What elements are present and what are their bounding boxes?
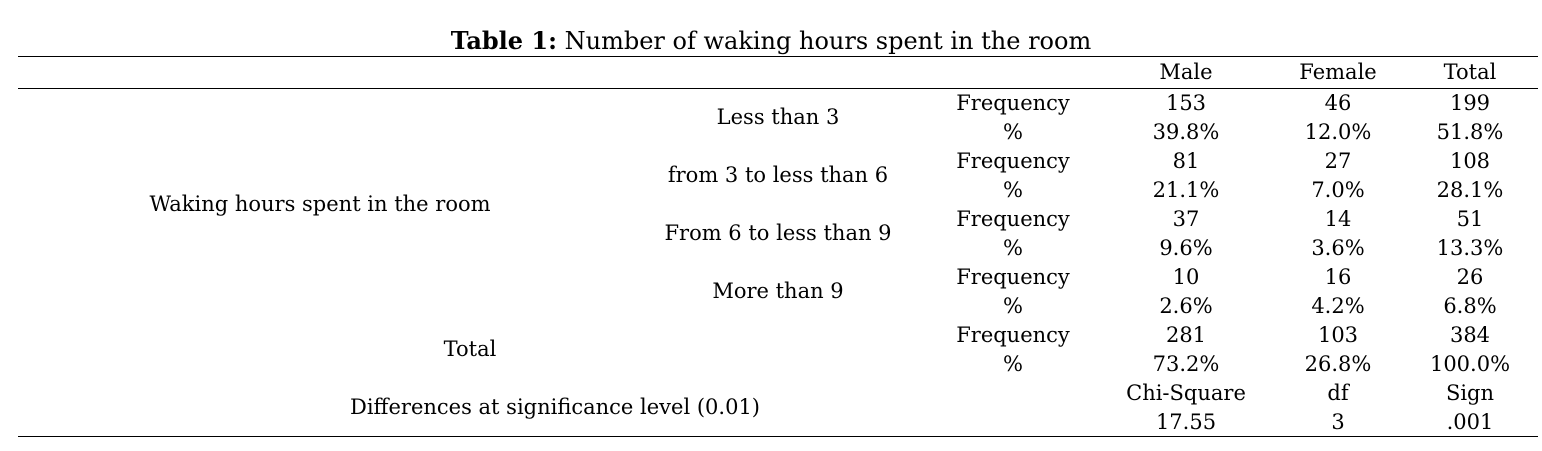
total-percent: 51.8% — [1436, 120, 1504, 144]
total-percent: 100.0% — [1429, 352, 1511, 376]
female-frequency: 14 — [1324, 207, 1352, 231]
header-rule — [18, 88, 1538, 89]
male-percent: 2.6% — [1159, 294, 1213, 318]
category-label: More than 9 — [712, 279, 844, 303]
male-percent: 21.1% — [1152, 178, 1220, 202]
column-header-total: Total — [1443, 60, 1497, 84]
category-label: From 6 to less than 9 — [664, 221, 892, 245]
female-percent: 4.2% — [1311, 294, 1365, 318]
stat-label-frequency: Frequency — [956, 207, 1070, 231]
category-label: from 3 to less than 6 — [667, 163, 889, 187]
total-percent: 6.8% — [1443, 294, 1497, 318]
column-header-female: Female — [1299, 60, 1377, 84]
stat-label-percent: % — [1003, 294, 1023, 318]
caption-text: Number of waking hours spent in the room — [564, 27, 1092, 55]
chi-square-header: Chi-Square — [1126, 381, 1246, 405]
bottom-rule — [18, 436, 1538, 437]
stat-label-percent: % — [1003, 120, 1023, 144]
table-caption: Table 1: Number of waking hours spent in… — [0, 26, 1542, 56]
caption-label: Table 1: — [450, 26, 557, 55]
sign-value: .001 — [1446, 410, 1494, 434]
stat-label-frequency: Frequency — [956, 91, 1070, 115]
male-percent: 39.8% — [1152, 120, 1220, 144]
top-rule — [18, 56, 1538, 57]
stat-label-percent: % — [1003, 236, 1023, 260]
column-header-male: Male — [1159, 60, 1213, 84]
female-percent: 7.0% — [1311, 178, 1365, 202]
male-percent: 9.6% — [1159, 236, 1213, 260]
total-frequency: 108 — [1449, 149, 1491, 173]
male-frequency: 153 — [1165, 91, 1207, 115]
female-frequency: 103 — [1317, 323, 1359, 347]
female-percent: 3.6% — [1311, 236, 1365, 260]
total-row-label: Total — [443, 337, 497, 361]
category-label: Less than 3 — [716, 105, 840, 129]
total-frequency: 384 — [1449, 323, 1491, 347]
male-frequency: 10 — [1172, 265, 1200, 289]
male-frequency: 281 — [1165, 323, 1207, 347]
chi-square-value: 17.55 — [1155, 410, 1217, 434]
total-percent: 13.3% — [1436, 236, 1504, 260]
significance-label: Differences at significance level (0.01) — [350, 395, 760, 419]
female-frequency: 16 — [1324, 265, 1352, 289]
female-frequency: 27 — [1324, 149, 1352, 173]
sign-header: Sign — [1445, 381, 1495, 405]
total-frequency: 26 — [1456, 265, 1484, 289]
total-frequency: 199 — [1449, 91, 1491, 115]
female-percent: 12.0% — [1304, 120, 1372, 144]
total-frequency: 51 — [1456, 207, 1484, 231]
df-header: df — [1327, 381, 1349, 405]
stat-label-frequency: Frequency — [956, 265, 1070, 289]
stat-label-frequency: Frequency — [956, 323, 1070, 347]
male-percent: 73.2% — [1152, 352, 1220, 376]
female-percent: 26.8% — [1304, 352, 1372, 376]
total-percent: 28.1% — [1436, 178, 1504, 202]
row-group-label: Waking hours spent in the room — [149, 192, 491, 216]
df-value: 3 — [1331, 410, 1345, 434]
male-frequency: 81 — [1172, 149, 1200, 173]
stat-label-percent: % — [1003, 352, 1023, 376]
stat-label-frequency: Frequency — [956, 149, 1070, 173]
stat-label-percent: % — [1003, 178, 1023, 202]
male-frequency: 37 — [1172, 207, 1200, 231]
female-frequency: 46 — [1324, 91, 1352, 115]
